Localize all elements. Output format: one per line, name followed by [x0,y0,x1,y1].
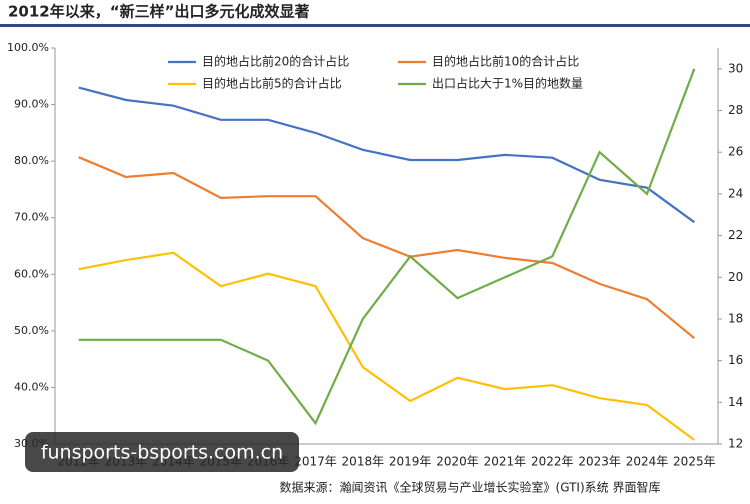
y-tick-label: 100.0% [7,41,49,54]
x-tick-label: 2019年 [389,455,432,469]
y2-tick-label: 16 [728,353,743,367]
x-tick-label: 2025年 [673,455,716,469]
y2-tick-label: 20 [728,270,743,284]
y2-tick-label: 12 [728,437,743,451]
x-tick-label: 2018年 [342,455,385,469]
y2-tick-label: 14 [728,395,743,409]
series-line [78,251,695,441]
series-line [78,68,696,426]
legend-label: 目的地占比前20的合计占比 [202,54,349,69]
y2-tick-label: 26 [728,145,743,159]
source: 数据来源：瀚闻资讯《全球贸易与产业增长实验室》(GTI)系统 界面智库 [280,480,661,495]
chart-title: 2012年以来，“新三样”出口多元化成效显著 [8,3,309,21]
x-tick-label: 2021年 [484,455,527,469]
y-tick-label: 50.0% [14,324,49,337]
x-tick-label: 2024年 [626,455,669,469]
watermark: funsports-bsports.com.cn [41,442,283,464]
y-tick-label: 60.0% [14,267,49,280]
title-rule [0,24,750,27]
x-tick-label: 2023年 [578,455,621,469]
y2-tick-label: 30 [728,61,743,75]
legend-label: 出口占比大于1%目的地数量 [432,76,583,91]
y2-tick-label: 24 [728,186,743,200]
y2-tick-label: 22 [728,228,743,242]
y2-tick-label: 18 [728,311,743,325]
legend-label: 目的地占比前10的合计占比 [432,54,579,69]
series-line [78,156,695,340]
series-line [78,86,695,224]
y-tick-label: 80.0% [14,154,49,167]
y2-tick-label: 28 [728,103,743,117]
y-tick-label: 40.0% [14,380,49,393]
x-tick-label: 2022年 [531,455,574,469]
legend-label: 目的地占比前5的合计占比 [202,76,342,91]
y-tick-label: 70.0% [14,211,49,224]
y-tick-label: 90.0% [14,98,49,111]
x-tick-label: 2017年 [294,455,337,469]
watermark-bg [25,432,299,472]
x-tick-label: 2020年 [436,455,479,469]
